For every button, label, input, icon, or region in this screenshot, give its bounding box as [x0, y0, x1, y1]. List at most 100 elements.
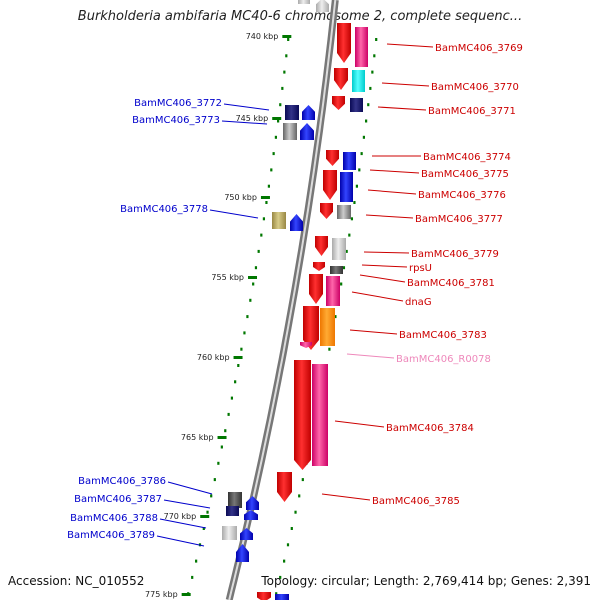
guide-dot [262, 217, 266, 221]
guide-dot [277, 119, 280, 123]
map-title: Burkholderia ambifaria MC40-6 chromosome… [77, 9, 523, 24]
gene-feature-reverse [244, 510, 258, 520]
guide-dot [249, 298, 252, 302]
gene-feature-block [332, 238, 346, 260]
gene-feature-block [330, 266, 343, 274]
label-leader-line [167, 481, 213, 495]
guide-dot [360, 152, 363, 156]
gene-label-bammc406_r0078: BamMC406_R0078 [396, 354, 491, 365]
gene-feature-forward [320, 203, 333, 219]
scale-tick [272, 117, 282, 120]
gene-feature-reverse [240, 528, 253, 540]
gene-feature-forward [294, 360, 311, 470]
backbone-highlight [228, 0, 337, 600]
guide-dot [230, 396, 234, 400]
gene-feature-block [350, 98, 363, 112]
guide-dot [340, 282, 343, 286]
scale-tick-label: 750 kbp [224, 193, 257, 202]
guide-dot [260, 233, 263, 237]
label-leader-line [367, 189, 417, 195]
label-leader-line [361, 264, 408, 268]
guide-dot [224, 429, 227, 433]
gene-feature-forward [257, 592, 271, 600]
gene-feature-block [340, 172, 353, 202]
gene-label-bammc406_3775: BamMC406_3775 [421, 169, 509, 180]
guide-dot [286, 543, 290, 547]
label-leader-line [377, 106, 427, 111]
guide-dot [281, 86, 284, 90]
gene-feature-forward [332, 96, 345, 110]
gene-feature-block [337, 205, 351, 219]
guide-dot [217, 461, 220, 465]
label-leader-line [359, 274, 406, 283]
guide-dot [275, 592, 278, 596]
gene-label-dnag: dnaG [405, 297, 432, 308]
topology-text: Topology: circular; Length: 2,769,414 bp… [261, 574, 591, 588]
label-leader-line [334, 420, 385, 428]
guide-dot [257, 249, 260, 253]
guide-dot [246, 315, 249, 319]
guide-dot [283, 70, 286, 74]
guide-dot [227, 412, 230, 416]
guide-dot [298, 494, 301, 498]
guide-dot [334, 315, 337, 319]
label-leader-line [156, 535, 205, 547]
gene-label-bammc406_3785: BamMC406_3785 [372, 496, 460, 507]
guide-dot [369, 86, 372, 90]
guide-dot [365, 119, 368, 123]
guide-dot [252, 282, 255, 286]
scale-tick [260, 196, 270, 199]
guide-dot [371, 70, 374, 74]
scale-tick [217, 436, 227, 439]
gene-label-bammc406_3781: BamMC406_3781 [407, 278, 495, 289]
gene-label-bammc406_3784: BamMC406_3784 [386, 423, 474, 434]
backbone-track [225, 0, 339, 600]
gene-feature-forward [337, 23, 351, 63]
label-leader-line [163, 499, 211, 509]
label-leader-line [363, 251, 410, 254]
gene-feature-forward [326, 150, 339, 166]
gene-label-bammc406_3776: BamMC406_3776 [418, 190, 506, 201]
label-leader-line [159, 518, 207, 529]
guide-dot [270, 168, 273, 172]
label-leader-line [369, 169, 420, 174]
gene-label-bammc406_3788: BamMC406_3788 [70, 513, 158, 524]
scale-tick-label: 770 kbp [164, 512, 197, 521]
scale-tick-label: 775 kbp [145, 590, 178, 599]
guide-dot [234, 380, 237, 384]
scale-tick-label: 740 kbp [246, 32, 279, 41]
guide-dot [265, 201, 268, 204]
guide-dot [279, 103, 282, 107]
gene-feature-block [326, 276, 340, 306]
guide-dot [220, 445, 223, 449]
guide-dot [274, 135, 278, 139]
gene-label-bammc406_3771: BamMC406_3771 [428, 106, 516, 117]
guide-dot [358, 168, 361, 172]
gene-label-bammc406_3786: BamMC406_3786 [78, 476, 166, 487]
guide-dot [254, 266, 258, 270]
gene-feature-block [312, 364, 328, 466]
guide-dot [353, 201, 356, 204]
gene-label-bammc406_3783: BamMC406_3783 [399, 330, 487, 341]
gene-feature-reverse [246, 496, 259, 510]
guide-dot [375, 38, 378, 41]
guide-dot [213, 478, 216, 482]
guide-dot [267, 184, 271, 188]
gene-feature-forward [315, 236, 328, 256]
gene-label-bammc406_3778: BamMC406_3778 [120, 204, 208, 215]
guide-dot [290, 527, 293, 530]
label-leader-line [321, 493, 371, 501]
gene-feature-reverse [302, 105, 315, 120]
label-leader-line [349, 329, 398, 335]
guide-dot [202, 527, 205, 530]
scale-tick [200, 515, 210, 518]
label-leader-line [223, 103, 270, 111]
gene-feature-block [272, 212, 286, 229]
gene-feature-forward [309, 274, 323, 304]
label-leader-line [351, 291, 404, 302]
guide-dot [294, 510, 297, 514]
guide-dot [272, 152, 275, 156]
gene-feature-forward [303, 306, 319, 350]
